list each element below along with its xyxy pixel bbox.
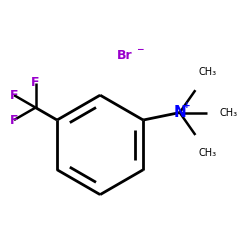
- Text: −: −: [136, 45, 143, 54]
- Text: F: F: [10, 89, 18, 102]
- Text: CH₃: CH₃: [199, 67, 217, 77]
- Text: CH₃: CH₃: [220, 108, 238, 118]
- Text: CH₃: CH₃: [199, 148, 217, 158]
- Text: +: +: [183, 101, 190, 110]
- Text: N: N: [173, 105, 186, 120]
- Text: F: F: [10, 114, 18, 126]
- Text: Br: Br: [117, 49, 133, 62]
- Text: F: F: [31, 76, 40, 89]
